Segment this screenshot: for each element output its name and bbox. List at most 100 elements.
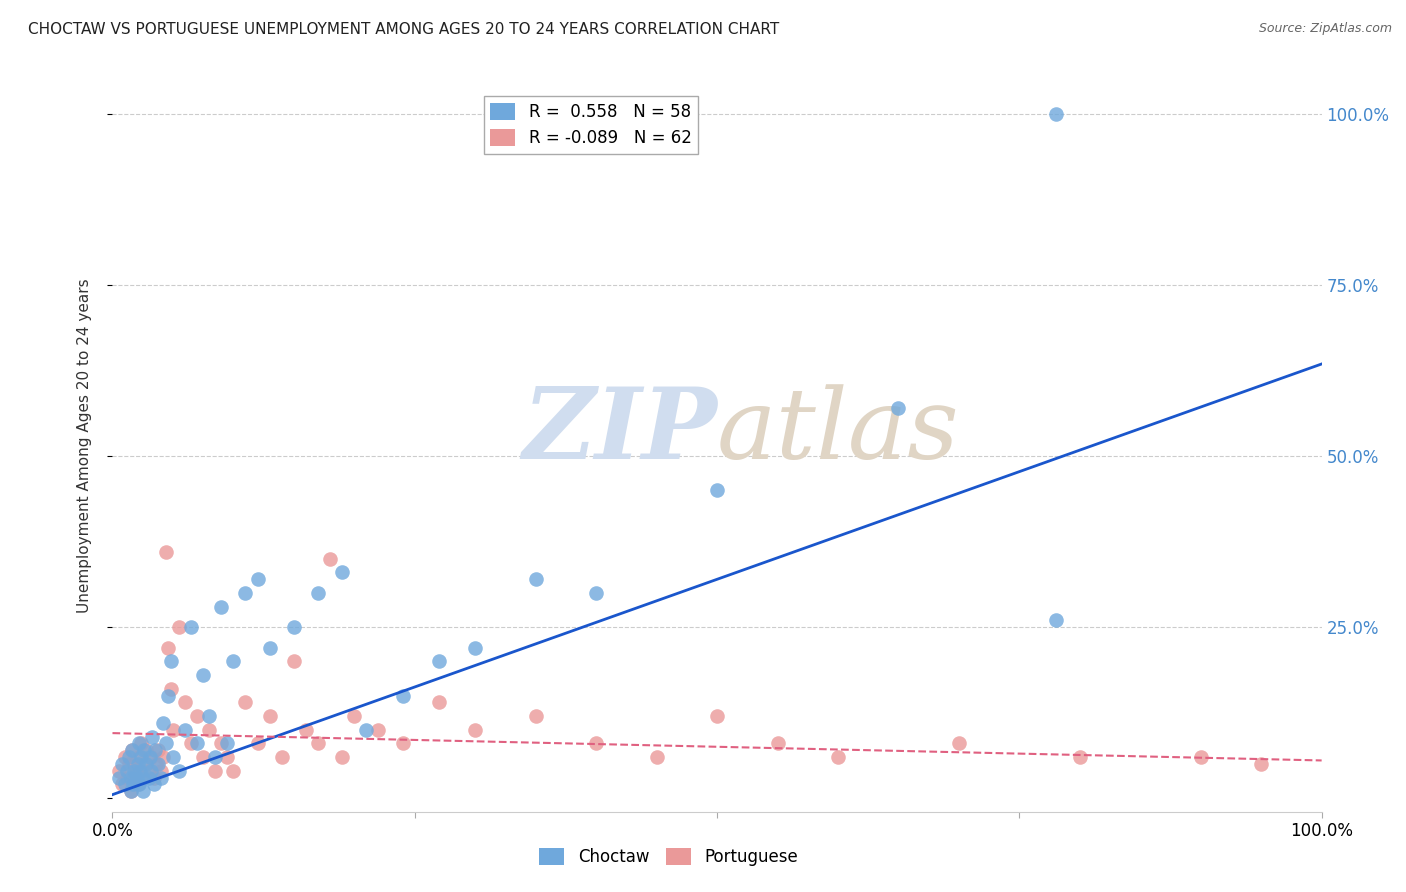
Point <box>143 743 166 757</box>
Point <box>1045 613 1067 627</box>
Point <box>766 736 789 750</box>
Point <box>464 723 486 737</box>
Point <box>948 736 970 750</box>
Point <box>887 401 910 416</box>
Point <box>132 784 155 798</box>
Point <box>645 750 668 764</box>
Point <box>524 709 547 723</box>
Point <box>122 764 145 778</box>
Point <box>198 709 221 723</box>
Point <box>524 572 547 586</box>
Point <box>180 736 202 750</box>
Point <box>186 709 208 723</box>
Point <box>114 777 136 791</box>
Point <box>159 681 181 696</box>
Point <box>111 777 134 791</box>
Point <box>209 736 232 750</box>
Point <box>115 771 138 785</box>
Point <box>235 695 257 709</box>
Point <box>1189 750 1212 764</box>
Point <box>120 784 142 798</box>
Text: ZIP: ZIP <box>522 384 717 480</box>
Point <box>157 640 180 655</box>
Point <box>127 777 149 791</box>
Point <box>120 784 142 798</box>
Point <box>125 764 148 778</box>
Text: CHOCTAW VS PORTUGUESE UNEMPLOYMENT AMONG AGES 20 TO 24 YEARS CORRELATION CHART: CHOCTAW VS PORTUGUESE UNEMPLOYMENT AMONG… <box>28 22 779 37</box>
Point <box>142 777 165 791</box>
Point <box>1045 107 1067 121</box>
Point <box>129 764 152 778</box>
Point <box>204 750 226 764</box>
Point <box>132 743 155 757</box>
Point <box>167 764 190 778</box>
Point <box>148 743 170 757</box>
Point <box>585 736 607 750</box>
Point <box>128 736 150 750</box>
Point <box>131 736 153 750</box>
Point <box>118 750 141 764</box>
Point <box>149 764 172 778</box>
Point <box>141 750 163 764</box>
Point <box>122 771 145 785</box>
Point <box>1250 756 1272 771</box>
Point <box>148 756 170 771</box>
Point <box>246 736 269 750</box>
Point <box>135 756 157 771</box>
Point <box>367 723 389 737</box>
Point <box>174 695 197 709</box>
Point <box>149 771 172 785</box>
Point <box>128 777 150 791</box>
Legend: Choctaw, Portuguese: Choctaw, Portuguese <box>533 841 804 873</box>
Point <box>174 723 197 737</box>
Point <box>138 764 160 778</box>
Point <box>209 599 232 614</box>
Y-axis label: Unemployment Among Ages 20 to 24 years: Unemployment Among Ages 20 to 24 years <box>77 278 91 614</box>
Point <box>191 668 214 682</box>
Point <box>155 545 177 559</box>
Point <box>343 709 366 723</box>
Point <box>122 756 145 771</box>
Point <box>204 764 226 778</box>
Point <box>121 743 143 757</box>
Point <box>138 771 160 785</box>
Point <box>111 756 134 771</box>
Point <box>283 620 305 634</box>
Point <box>157 689 180 703</box>
Point <box>330 750 353 764</box>
Point <box>259 709 281 723</box>
Point <box>139 750 162 764</box>
Point <box>427 654 450 668</box>
Point <box>270 750 292 764</box>
Point <box>427 695 450 709</box>
Point <box>198 723 221 737</box>
Point <box>191 750 214 764</box>
Point <box>464 640 486 655</box>
Point <box>246 572 269 586</box>
Point <box>132 771 155 785</box>
Point <box>180 620 202 634</box>
Point <box>827 750 849 764</box>
Point <box>132 756 155 771</box>
Point <box>217 750 239 764</box>
Point <box>186 736 208 750</box>
Point <box>319 551 342 566</box>
Point <box>131 750 153 764</box>
Point <box>706 709 728 723</box>
Point <box>283 654 305 668</box>
Point <box>307 736 329 750</box>
Point <box>259 640 281 655</box>
Point <box>391 736 413 750</box>
Point <box>107 771 129 785</box>
Point <box>706 483 728 498</box>
Point <box>141 730 163 744</box>
Point <box>128 750 150 764</box>
Point <box>167 620 190 634</box>
Point <box>217 736 239 750</box>
Point <box>295 723 318 737</box>
Point <box>152 750 174 764</box>
Point <box>162 750 184 764</box>
Text: atlas: atlas <box>717 384 960 479</box>
Point <box>330 566 353 580</box>
Text: Source: ZipAtlas.com: Source: ZipAtlas.com <box>1258 22 1392 36</box>
